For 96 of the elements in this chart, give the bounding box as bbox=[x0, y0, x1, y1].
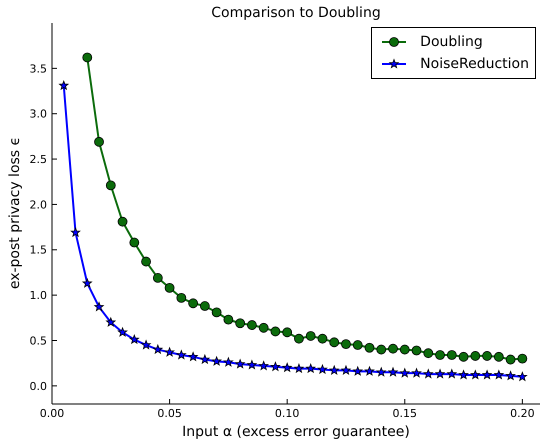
point bbox=[424, 369, 433, 378]
point bbox=[412, 368, 422, 378]
point bbox=[341, 366, 351, 374]
point bbox=[506, 354, 516, 364]
point bbox=[270, 362, 280, 371]
point bbox=[235, 359, 245, 368]
point bbox=[330, 366, 339, 374]
point bbox=[352, 340, 363, 350]
point bbox=[518, 372, 528, 381]
point bbox=[294, 364, 304, 373]
point bbox=[282, 362, 292, 372]
point bbox=[435, 369, 445, 378]
y-tick-label: 0.0 bbox=[30, 380, 47, 393]
point bbox=[364, 366, 374, 376]
x-tick-label: 0.00 bbox=[40, 406, 64, 420]
y-tick-label: 0.5 bbox=[30, 334, 47, 348]
point bbox=[153, 344, 163, 354]
point bbox=[70, 228, 80, 237]
point bbox=[341, 339, 351, 350]
point bbox=[118, 327, 128, 336]
point bbox=[188, 298, 198, 308]
point bbox=[141, 340, 151, 350]
x-axis-title: Input α (excess error guarantee) bbox=[182, 424, 410, 439]
point bbox=[212, 307, 222, 318]
y-tick-label: 1.0 bbox=[30, 289, 47, 302]
point bbox=[282, 327, 292, 338]
point bbox=[388, 367, 398, 376]
point bbox=[224, 357, 234, 366]
legend-label: Doubling bbox=[420, 34, 483, 50]
point bbox=[482, 370, 492, 380]
point bbox=[294, 334, 304, 344]
y-tick-label: 3.5 bbox=[30, 62, 47, 76]
point bbox=[435, 350, 445, 360]
point bbox=[458, 370, 468, 380]
x-tick-label: 0.05 bbox=[157, 406, 182, 420]
point bbox=[458, 352, 468, 362]
point bbox=[423, 348, 434, 358]
point bbox=[318, 334, 328, 344]
point bbox=[94, 302, 104, 311]
point bbox=[176, 292, 186, 303]
point bbox=[329, 337, 340, 348]
point bbox=[223, 314, 234, 325]
point bbox=[164, 282, 174, 293]
x-tick-label: 0.10 bbox=[274, 406, 300, 420]
point bbox=[306, 364, 316, 373]
point bbox=[258, 322, 269, 333]
point bbox=[152, 273, 163, 283]
point bbox=[270, 326, 280, 336]
point bbox=[188, 352, 198, 361]
point bbox=[517, 354, 528, 364]
point bbox=[235, 318, 246, 328]
point bbox=[212, 356, 222, 366]
point bbox=[494, 370, 504, 380]
point bbox=[106, 317, 116, 326]
point bbox=[494, 352, 504, 362]
point bbox=[353, 366, 362, 376]
point bbox=[129, 238, 140, 248]
y-tick-label: 1.5 bbox=[30, 244, 47, 257]
point bbox=[412, 346, 422, 356]
y-axis-title: ex-post privacy loss ϵ bbox=[7, 136, 23, 290]
point bbox=[106, 180, 116, 190]
point bbox=[164, 347, 174, 356]
chart-title: Comparison to Doubling bbox=[211, 5, 381, 21]
point bbox=[247, 360, 257, 370]
point bbox=[176, 350, 186, 360]
y-tick-label: 2.5 bbox=[30, 152, 47, 166]
point bbox=[141, 256, 151, 266]
point bbox=[258, 361, 268, 370]
y-tick-label: 3.0 bbox=[30, 108, 47, 121]
point bbox=[200, 354, 210, 364]
point bbox=[388, 344, 398, 354]
point bbox=[506, 370, 516, 380]
point bbox=[400, 368, 410, 378]
point bbox=[470, 370, 480, 380]
x-tick-label: 0.20 bbox=[510, 406, 535, 420]
point bbox=[130, 334, 139, 344]
point bbox=[306, 331, 316, 341]
point bbox=[400, 344, 410, 354]
point bbox=[200, 301, 210, 311]
point bbox=[364, 342, 374, 353]
legend-label: NoiseReduction bbox=[420, 56, 529, 72]
point bbox=[82, 52, 92, 62]
point bbox=[94, 136, 104, 147]
x-tick-label: 0.15 bbox=[392, 406, 418, 420]
point bbox=[376, 367, 386, 376]
point bbox=[447, 369, 456, 378]
y-tick-label: 2.0 bbox=[30, 198, 47, 212]
point bbox=[482, 351, 492, 361]
point bbox=[82, 278, 92, 288]
point bbox=[59, 80, 68, 90]
point bbox=[376, 344, 386, 354]
point bbox=[247, 320, 257, 330]
point bbox=[470, 351, 480, 361]
point bbox=[318, 364, 328, 374]
point bbox=[446, 350, 457, 360]
point bbox=[118, 216, 128, 227]
